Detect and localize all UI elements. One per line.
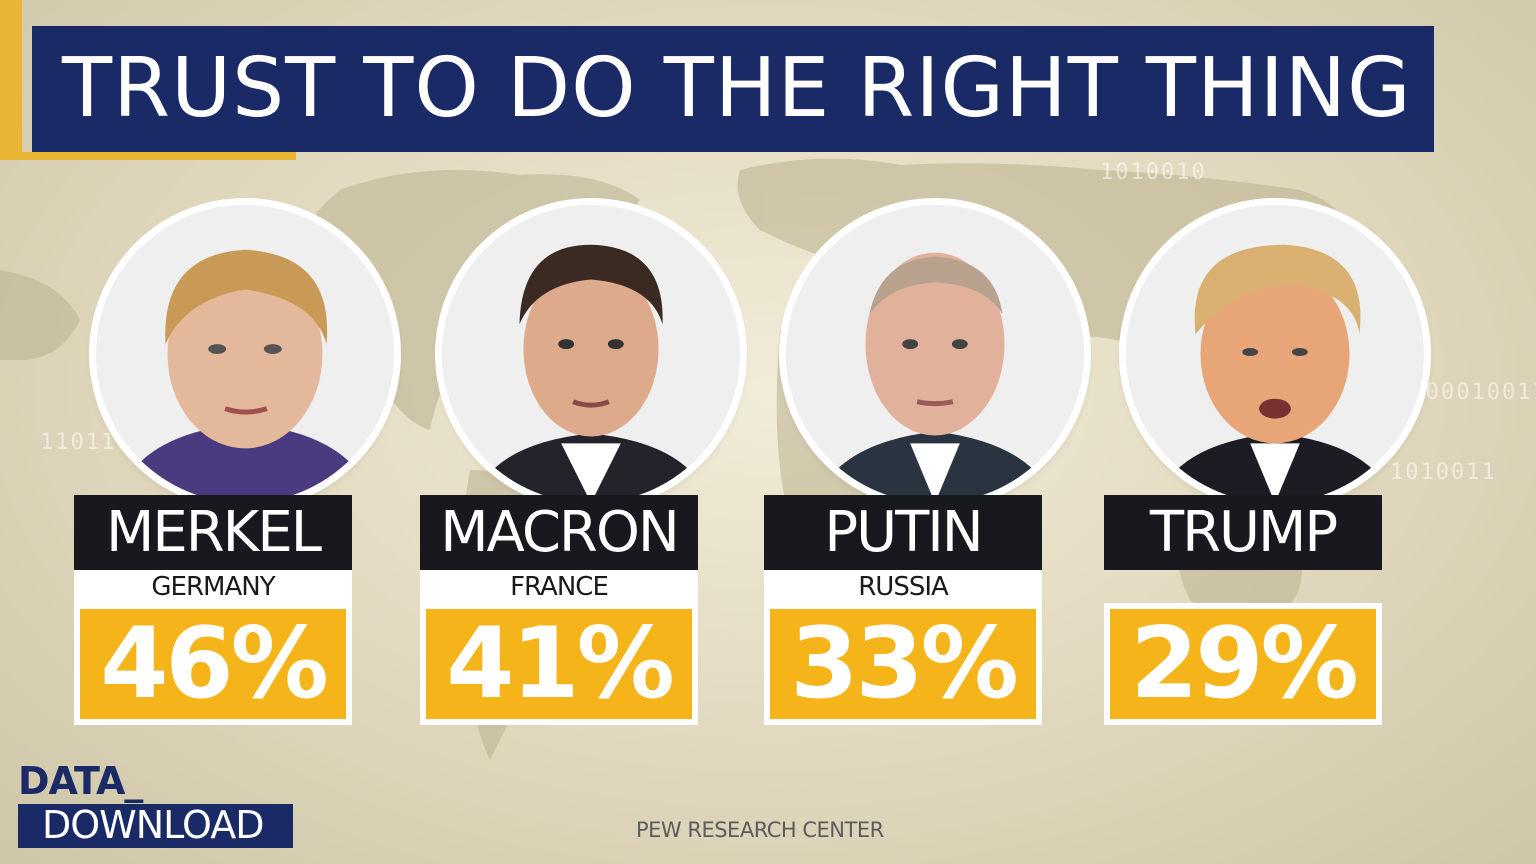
percent-box: 29% xyxy=(1104,603,1382,725)
page-title: TRUST TO DO THE RIGHT THING xyxy=(62,41,1412,136)
trust-percent: 29% xyxy=(1130,607,1359,721)
leader-name: MACRON xyxy=(440,500,680,565)
source-credit: PEW RESEARCH CENTER xyxy=(636,818,884,842)
trust-percent: 46% xyxy=(100,607,329,721)
leader-country: GERMANY xyxy=(151,571,275,602)
country-box: RUSSIA xyxy=(764,570,1042,603)
merkel-portrait xyxy=(96,205,394,503)
binary-decoration: 1010010 xyxy=(1100,160,1207,185)
country-box: FRANCE xyxy=(420,570,698,603)
trust-percent: 33% xyxy=(790,607,1019,721)
percent-box: 41% xyxy=(420,603,698,725)
leader-name-box: PUTIN xyxy=(764,495,1042,570)
accent-strip xyxy=(0,0,22,160)
leader-name-box: TRUMP xyxy=(1104,495,1382,570)
leader-card-merkel: MERKEL GERMANY 46% xyxy=(74,205,394,725)
percent-box: 33% xyxy=(764,603,1042,725)
leader-card-trump: TRUMP 29% xyxy=(1104,205,1424,725)
leader-name-box: MACRON xyxy=(420,495,698,570)
logo-line-2: DOWNLOAD xyxy=(18,804,294,848)
binary-decoration: 1010011 xyxy=(1390,460,1497,485)
leader-country: FRANCE xyxy=(510,571,609,602)
leader-name-box: MERKEL xyxy=(74,495,352,570)
title-banner: TRUST TO DO THE RIGHT THING xyxy=(32,26,1434,152)
macron-portrait xyxy=(442,205,740,503)
data-download-logo: DATA_ DOWNLOAD xyxy=(18,759,294,848)
leader-country: RUSSIA xyxy=(858,571,949,602)
leader-name: MERKEL xyxy=(106,500,322,565)
leader-name: PUTIN xyxy=(824,500,983,565)
country-box: GERMANY xyxy=(74,570,352,603)
trump-portrait xyxy=(1126,205,1424,503)
accent-underline xyxy=(0,152,296,160)
leader-card-macron: MACRON FRANCE 41% xyxy=(420,205,740,725)
percent-box: 46% xyxy=(74,603,352,725)
trust-percent: 41% xyxy=(446,607,675,721)
logo-line-1: DATA_ xyxy=(18,759,143,803)
putin-portrait xyxy=(786,205,1084,503)
leader-name: TRUMP xyxy=(1149,500,1338,565)
leader-card-putin: PUTIN RUSSIA 33% xyxy=(764,205,1084,725)
